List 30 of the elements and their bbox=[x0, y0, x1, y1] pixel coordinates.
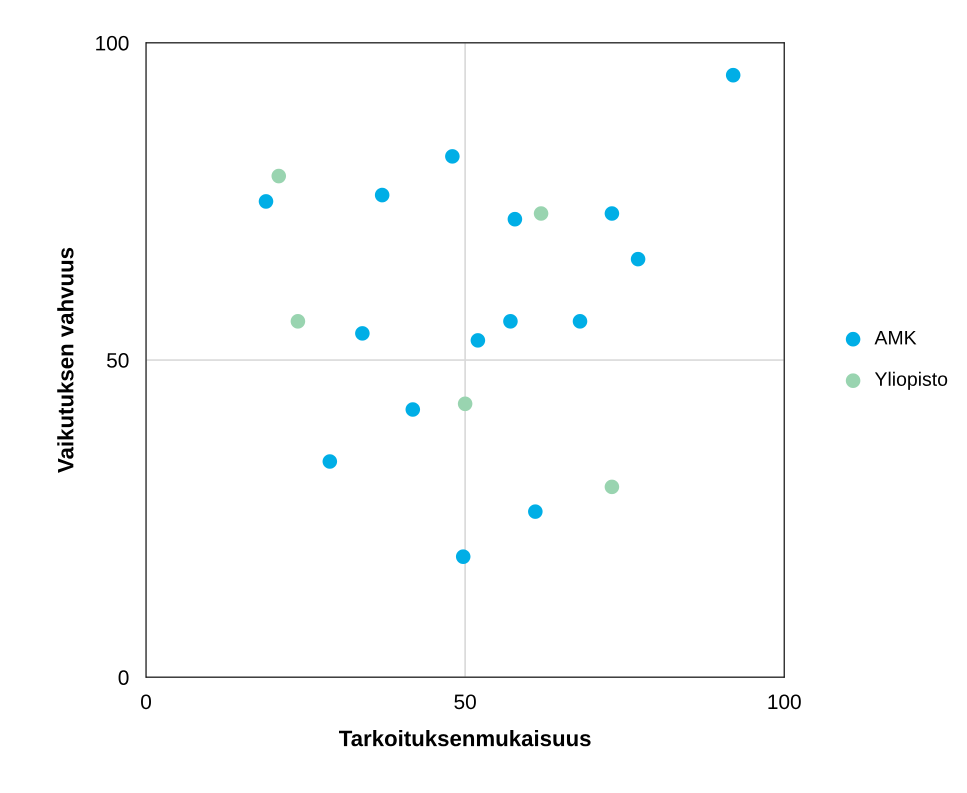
point bbox=[445, 149, 460, 164]
point bbox=[355, 326, 370, 341]
point bbox=[726, 68, 740, 82]
point bbox=[604, 206, 620, 221]
y-axis-title: Vaikutuksen vahvuus bbox=[57, 248, 74, 473]
point bbox=[258, 194, 274, 209]
point bbox=[604, 480, 620, 494]
y-tick-label: 0 bbox=[118, 670, 129, 685]
point bbox=[271, 168, 286, 184]
point bbox=[406, 402, 420, 417]
y-tick-label: 100 bbox=[96, 36, 129, 51]
legend-label: AMK bbox=[874, 330, 916, 344]
legend-label: Yliopisto bbox=[874, 372, 948, 390]
point bbox=[572, 314, 588, 329]
point bbox=[290, 314, 306, 329]
x-tick-label: 50 bbox=[454, 694, 476, 710]
x-axis-title: Tarkoituksenmukaisuus bbox=[339, 730, 591, 746]
point bbox=[374, 188, 390, 202]
x-tick-label: 0 bbox=[141, 694, 151, 710]
point bbox=[630, 252, 646, 266]
point bbox=[456, 549, 470, 564]
point bbox=[534, 206, 548, 221]
point bbox=[470, 333, 486, 348]
x-tick-label: 100 bbox=[768, 694, 801, 710]
point bbox=[322, 454, 338, 469]
point bbox=[528, 504, 543, 519]
point bbox=[458, 396, 472, 412]
point bbox=[503, 314, 518, 329]
point bbox=[508, 212, 522, 226]
y-tick-label: 50 bbox=[107, 353, 129, 368]
